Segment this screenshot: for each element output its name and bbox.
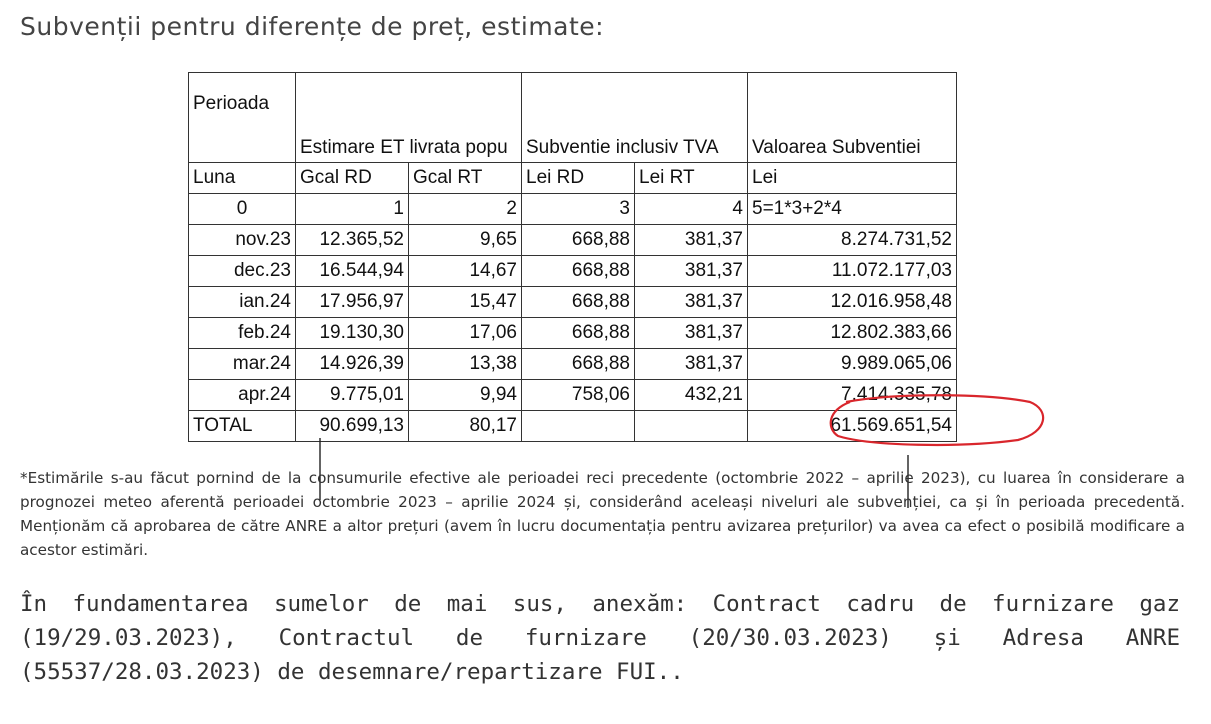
annex-paragraph: În fundamentarea sumelor de mai sus, ane…: [20, 591, 1180, 685]
table-cell: 12.802.383,66: [747, 317, 957, 349]
table-cell: [521, 410, 635, 442]
table-cell: 381,37: [634, 317, 748, 349]
table-cell: 668,88: [521, 286, 635, 318]
table-index-row: 0 1 2 3 4 5=1*3+2*4: [188, 193, 957, 225]
table-cell: 19.130,30: [295, 317, 409, 349]
table-cell: 668,88: [521, 348, 635, 380]
table-cell: 8.274.731,52: [747, 224, 957, 256]
total-gcal-rt: 80,17: [408, 410, 522, 442]
table-cell: feb.24: [188, 317, 296, 349]
total-gcal-rd: 90.699,13: [295, 410, 409, 442]
table-cell: Luna: [188, 162, 296, 194]
table-cell: 381,37: [634, 348, 748, 380]
table-cell: 0: [188, 193, 296, 225]
total-label: TOTAL: [188, 410, 296, 442]
table-cell: 381,37: [634, 224, 748, 256]
table-cell: 668,88: [521, 317, 635, 349]
table-cell: 5=1*3+2*4: [747, 193, 957, 225]
footnote: *Estimările s-au făcut pornind de la con…: [20, 469, 1185, 559]
table-cell: 9.989.065,06: [747, 348, 957, 380]
table-cell: 381,37: [634, 286, 748, 318]
table-cell: 381,37: [634, 255, 748, 287]
page-title: Subvenții pentru diferențe de preț, esti…: [20, 12, 605, 41]
total-subsidy-value: 61.569.651,54: [747, 410, 957, 442]
table-cell: 9.775,01: [295, 379, 409, 411]
table-total-row: TOTAL 90.699,13 80,17 61.569.651,54: [188, 410, 957, 442]
table-cell: 3: [521, 193, 635, 225]
table-cell: 1: [295, 193, 409, 225]
table-row: ian.24 17.956,97 15,47 668,88 381,37 12.…: [188, 286, 957, 318]
table-cell: Lei: [747, 162, 957, 194]
header-perioada: Perioada: [188, 72, 296, 163]
table-cell: dec.23: [188, 255, 296, 287]
table-cell: 17,06: [408, 317, 522, 349]
header-valoarea: Valoarea Subventiei: [747, 72, 957, 163]
table-cell: 12.016.958,48: [747, 286, 957, 318]
table-row: dec.23 16.544,94 14,67 668,88 381,37 11.…: [188, 255, 957, 287]
table-cell: ian.24: [188, 286, 296, 318]
table-cell: 11.072.177,03: [747, 255, 957, 287]
header-estimare: Estimare ET livrata popu: [295, 72, 522, 163]
table-cell: 12.365,52: [295, 224, 409, 256]
table-cell: 15,47: [408, 286, 522, 318]
table-cell: [634, 410, 748, 442]
header-estimare-text: Estimare ET livrata popu: [300, 137, 508, 158]
table-cell: 17.956,97: [295, 286, 409, 318]
table-cell: 16.544,94: [295, 255, 409, 287]
table-cell: 13,38: [408, 348, 522, 380]
table-row: apr.24 9.775,01 9,94 758,06 432,21 7.414…: [188, 379, 957, 411]
table-cell: nov.23: [188, 224, 296, 256]
header-subventie: Subventie inclusiv TVA: [521, 72, 748, 163]
table-cell: 9,65: [408, 224, 522, 256]
table-cell: Lei RD: [521, 162, 635, 194]
table-cell: 668,88: [521, 224, 635, 256]
table-cell: 14,67: [408, 255, 522, 287]
table-cell: Lei RT: [634, 162, 748, 194]
table-cell: mar.24: [188, 348, 296, 380]
table-cell: 14.926,39: [295, 348, 409, 380]
table-cell: 758,06: [521, 379, 635, 411]
table-cell: 432,21: [634, 379, 748, 411]
table-cell: apr.24: [188, 379, 296, 411]
table-row: mar.24 14.926,39 13,38 668,88 381,37 9.9…: [188, 348, 957, 380]
table-cell: 2: [408, 193, 522, 225]
table-cell: Gcal RD: [295, 162, 409, 194]
table-subheader-row: Luna Gcal RD Gcal RT Lei RD Lei RT Lei: [188, 162, 957, 194]
table-cell: 668,88: [521, 255, 635, 287]
table-header-row: Perioada Estimare ET livrata popu Subven…: [188, 72, 957, 163]
table-cell: 7.414.335,78: [747, 379, 957, 411]
table-cell: Gcal RT: [408, 162, 522, 194]
table-cell: 9,94: [408, 379, 522, 411]
table-row: nov.23 12.365,52 9,65 668,88 381,37 8.27…: [188, 224, 957, 256]
table-row: feb.24 19.130,30 17,06 668,88 381,37 12.…: [188, 317, 957, 349]
subsidy-table: Perioada Estimare ET livrata popu Subven…: [188, 72, 957, 442]
table-cell: 4: [634, 193, 748, 225]
